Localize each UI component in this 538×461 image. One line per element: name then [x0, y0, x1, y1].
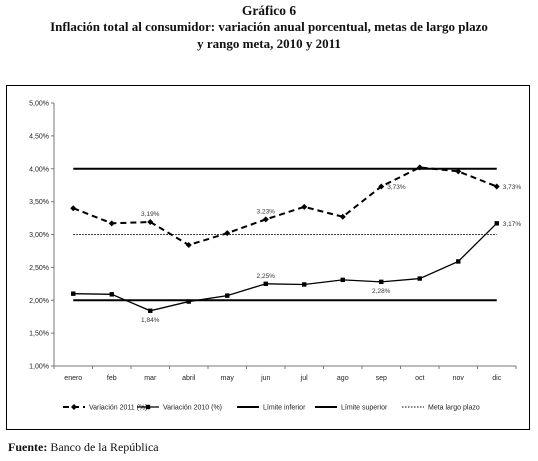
x-tick-label: nov	[453, 375, 465, 382]
figure-number: Gráfico 6	[241, 3, 297, 18]
data-point-2011	[262, 216, 269, 223]
data-point-2010	[71, 291, 76, 296]
x-tick-label: feb	[107, 375, 117, 382]
x-tick-label: dic	[492, 375, 501, 382]
data-point-2010	[225, 293, 230, 298]
data-point-2011	[455, 168, 462, 175]
figure-title-line-1: Inflación total al consumidor: variación…	[50, 19, 488, 34]
series-line-1	[72, 166, 498, 247]
data-point-2011	[378, 183, 385, 190]
data-point-2011	[224, 230, 231, 237]
legend-marker-2010	[145, 404, 151, 410]
figure-header: Gráfico 6 Inflación total al consumidor:…	[0, 2, 538, 52]
data-point-2010	[148, 308, 153, 313]
y-tick-label: 3,50%	[29, 199, 49, 206]
y-tick-label: 2,50%	[29, 265, 49, 272]
data-point-2010	[379, 279, 384, 285]
data-label: 3,19%	[141, 211, 160, 218]
data-point-2011	[185, 242, 192, 249]
data-label: 3,73%	[503, 184, 522, 191]
legend-marker-2011	[71, 404, 77, 410]
x-tick-label: mar	[144, 375, 157, 382]
data-point-2011	[147, 219, 154, 226]
chart-frame: 1,00% 1,50% 2,00% 2,50% 3,00% 3,50% 4,00% 4,50%…	[6, 85, 530, 430]
data-point-2011	[416, 164, 423, 171]
data-label: 2,28%	[372, 288, 391, 295]
x-tick-label: ago	[337, 375, 349, 382]
data-point-2010	[456, 259, 461, 264]
series-line-2	[73, 222, 498, 312]
data-label: 3,73%	[387, 184, 406, 191]
figure-title-line-2: y rango meta, 2010 y 2011	[197, 35, 341, 51]
y-tick-label: 1,50%	[29, 331, 49, 338]
y-tick-label: 3,00%	[29, 232, 49, 239]
source-note: Fuente: Banco de la República	[8, 440, 159, 455]
data-point-2011	[301, 203, 308, 210]
data-label: 2,25%	[257, 273, 276, 280]
legend-label-2: Variación 2010 (%)	[163, 405, 222, 412]
data-point-2010	[494, 221, 499, 226]
data-point-2011	[108, 220, 115, 227]
data-point-2011	[339, 213, 346, 220]
x-tick-label: oct	[415, 375, 424, 382]
y-tick-label: 5,00%	[29, 101, 49, 108]
data-point-2010	[340, 277, 345, 283]
data-point-2010	[263, 281, 268, 287]
y-tick-label: 2,00%	[29, 298, 49, 305]
data-point-2010	[302, 282, 307, 287]
data-point-2011	[70, 205, 77, 212]
y-tick-label: 4,50%	[29, 133, 49, 140]
y-tick-label: 1,00%	[29, 364, 49, 371]
data-point-2010	[109, 292, 114, 297]
data-label: 3,23%	[257, 208, 276, 215]
x-tick-label: may	[221, 375, 235, 382]
y-tick-label: 4,00%	[29, 166, 49, 173]
data-point-2010	[186, 299, 191, 304]
legend-label-4: Límite superior	[341, 405, 388, 412]
data-point-2011	[493, 183, 500, 190]
line-chart: 1,00% 1,50% 2,00% 2,50% 3,00% 3,50% 4,00% 4,50%…	[29, 101, 522, 412]
x-tick-label: jul	[300, 375, 308, 382]
legend-label-5: Meta largo plazo	[428, 405, 480, 412]
x-tick-label: enero	[64, 375, 82, 382]
data-label: 3,17%	[503, 221, 522, 228]
source-label: Fuente:	[8, 440, 48, 454]
source-text: Banco de la República	[50, 440, 159, 454]
legend-label-1: Variación 2011 (%)	[89, 405, 148, 412]
x-tick-label: sep	[376, 375, 387, 382]
x-tick-label: jun	[260, 375, 270, 382]
data-point-2010	[417, 276, 422, 281]
legend-label-3: Límite inferior	[263, 405, 306, 412]
data-label: 1,84%	[141, 317, 160, 324]
x-tick-label: abril	[182, 375, 196, 382]
